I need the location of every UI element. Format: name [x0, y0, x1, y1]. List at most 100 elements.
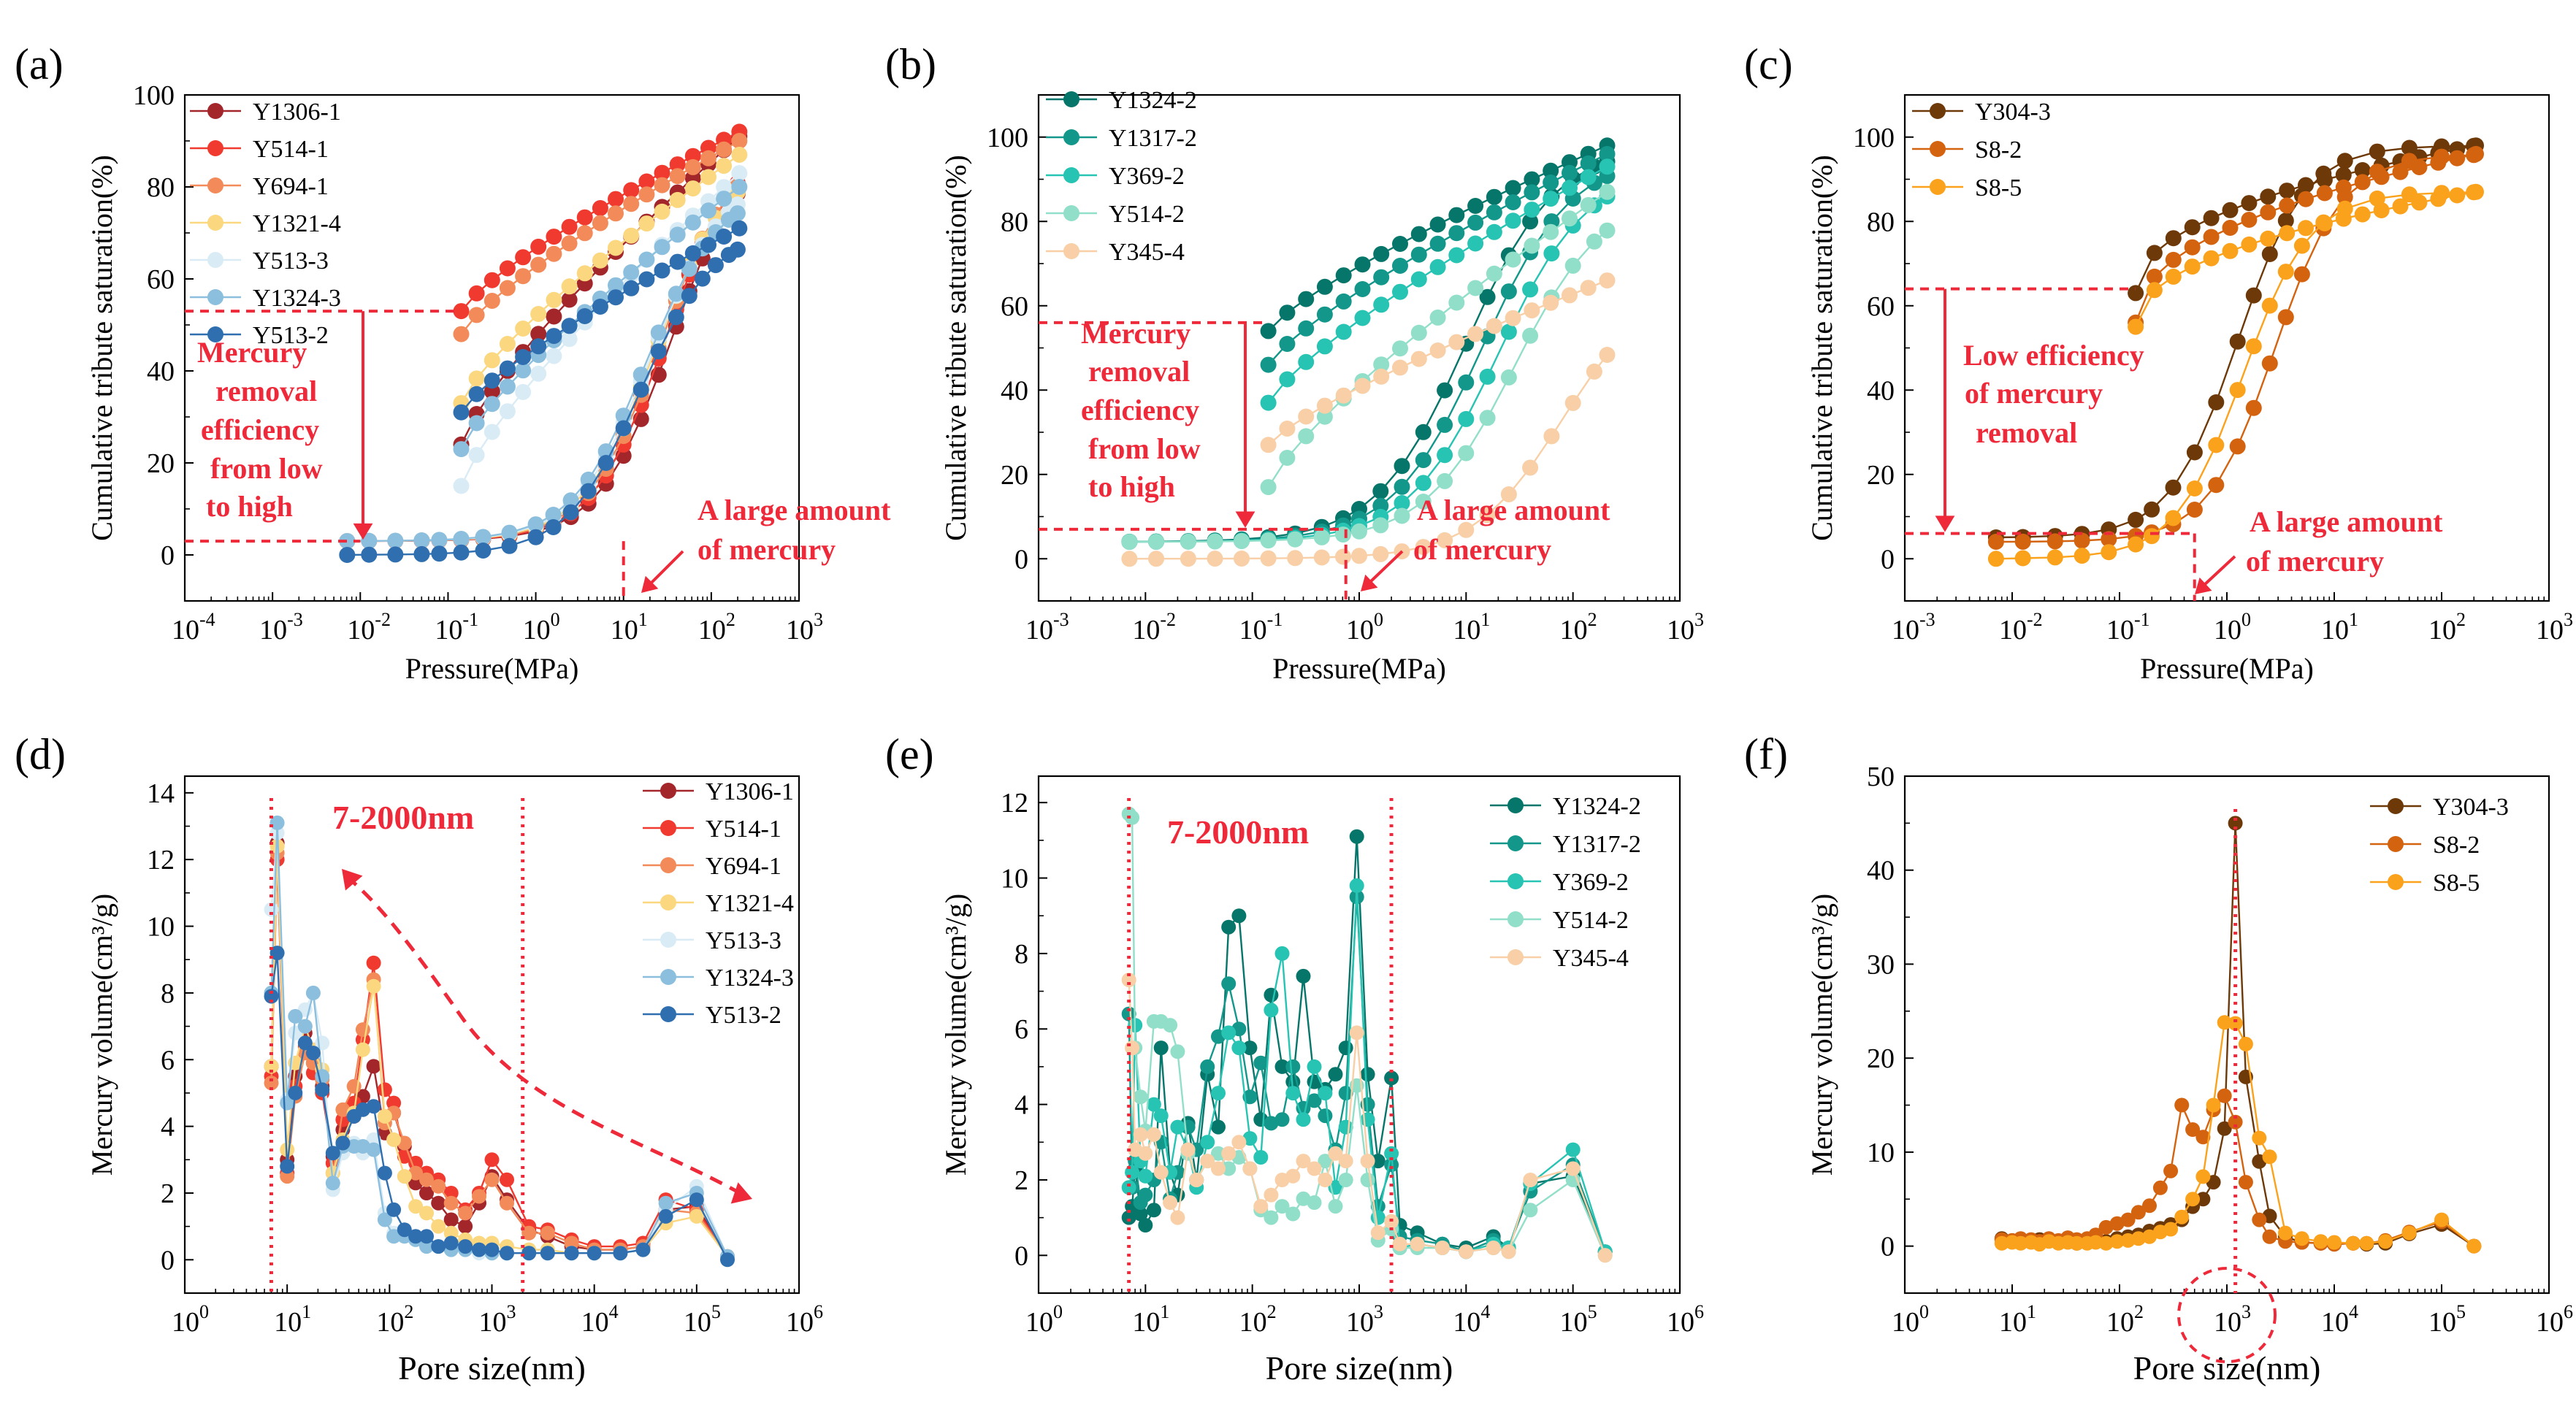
series-Y345-4-extrusion-point: [1373, 368, 1390, 385]
series-Y514-2-intrusion-point: [1148, 534, 1164, 550]
series-Y1306-1-point: [458, 1219, 473, 1234]
series-Y1306-1-line: [270, 843, 729, 1257]
series-Y1317-2-point: [1253, 1055, 1269, 1070]
series-Y513-2-point: [335, 1135, 351, 1151]
series-Y1317-2-point: [1221, 976, 1237, 992]
legend-label: Y369-2: [1109, 163, 1185, 190]
series-Y1324-3-intrusion-point: [339, 533, 356, 549]
series-Y1321-4-extrusion-point: [530, 306, 547, 322]
x-axis-label: Pressure(MPa): [1272, 652, 1446, 685]
series-S8-5-intrusion-point: [2014, 550, 2031, 567]
series-Y345-4-extrusion-point: [1260, 437, 1277, 453]
y-tick-label: 20: [147, 448, 175, 479]
series-Y345-4-intrusion-point: [1121, 551, 1138, 567]
series-Y1324-2-point: [1121, 1210, 1136, 1225]
series-Y345-4-point: [1125, 1040, 1140, 1056]
series-Y514-2-intrusion-point: [1121, 534, 1138, 551]
legend-marker: [660, 820, 676, 836]
series-Y369-2-extrusion-point: [1373, 296, 1390, 313]
legend-marker: [1930, 141, 1946, 157]
series-S8-5-point: [2434, 1212, 2449, 1227]
series-Y369-2-extrusion-point: [1562, 180, 1578, 196]
legend-marker: [1063, 129, 1079, 145]
legend-label: Y1317-2: [1109, 125, 1197, 152]
series-Y513-2-extrusion-point: [561, 318, 578, 334]
series-Y1324-3-point: [386, 1229, 402, 1244]
series-Y514-1-extrusion-point: [669, 156, 686, 173]
series-Y345-4-extrusion-point: [1599, 272, 1616, 289]
series-Y1324-2-extrusion-point: [1298, 291, 1315, 307]
annotation-text: A large amount: [697, 494, 891, 526]
series-S8-5-point: [2401, 1225, 2417, 1241]
series-Y514-1-extrusion-point: [654, 164, 670, 181]
series-Y345-4-intrusion-point: [1351, 548, 1367, 564]
y-tick-label: 6: [1014, 1014, 1028, 1045]
series-Y513-2-extrusion-point: [654, 262, 670, 279]
series-Y1317-2-point: [1242, 1089, 1258, 1105]
series-S8-5-intrusion-point: [2186, 480, 2203, 497]
x-tick-label: 103: [786, 609, 823, 645]
series-Y1321-4-extrusion-point: [561, 278, 578, 295]
series-Y513-2-extrusion-point: [608, 289, 624, 306]
legend-label: S8-5: [2433, 870, 2480, 897]
series-S8-2-extrusion-point: [2241, 212, 2258, 228]
series-Y1321-4-extrusion-point: [468, 370, 485, 387]
y-axis-label: Mercury volume(cm³/g): [85, 894, 118, 1176]
series-Y514-2-point: [1264, 1210, 1279, 1225]
series-Y514-1-extrusion-point: [484, 272, 500, 288]
annotation-text: removal: [215, 375, 317, 407]
y-tick-label: 10: [1867, 1138, 1895, 1168]
series-Y513-2-point: [280, 1159, 295, 1174]
series-S8-2-point: [2174, 1097, 2190, 1113]
x-tick-label: 10-3: [259, 609, 303, 645]
series-Y1324-2-extrusion-point: [1335, 267, 1352, 284]
series-Y514-2-intrusion-line: [1129, 229, 1608, 543]
y-tick-label: 4: [161, 1112, 175, 1143]
series-Y513-3-extrusion-point: [484, 423, 500, 440]
series-Y369-2-point: [1285, 1086, 1301, 1101]
series-Y304-3-extrusion-point: [2165, 230, 2182, 247]
series-Y1324-3-intrusion-point: [562, 492, 579, 509]
series-Y514-2-extrusion-point: [1316, 408, 1333, 425]
series-Y1317-2-extrusion-point: [1260, 356, 1277, 373]
x-axis-label: Pore size(nm): [2133, 1349, 2321, 1387]
series-Y694-1-extrusion-point: [669, 168, 686, 185]
y-tick-label: 20: [1001, 460, 1028, 491]
series-Y514-2-intrusion-point: [1500, 369, 1517, 386]
series-Y1317-2-extrusion-point: [1429, 235, 1446, 252]
series-Y514-1-point: [366, 955, 381, 970]
series-Y694-1-extrusion-point: [561, 235, 578, 252]
x-tick-label: 10-4: [172, 609, 215, 645]
arrow-line: [1368, 550, 1404, 584]
y-tick-label: 10: [147, 912, 175, 943]
series-Y514-1-extrusion-point: [499, 260, 516, 277]
series-S8-2-intrusion-point: [2014, 533, 2031, 550]
series-S8-5-intrusion-point: [2245, 338, 2262, 355]
series-Y513-2-point: [386, 1202, 402, 1217]
legend-marker: [207, 326, 223, 342]
series-Y513-2-extrusion-point: [700, 237, 716, 253]
series-Y514-2-extrusion-point: [1260, 479, 1277, 496]
series-Y345-4-point: [1163, 1195, 1178, 1210]
series-Y1321-4-point: [386, 1132, 402, 1147]
series-Y1317-2-point: [1264, 1116, 1279, 1131]
series-S8-5-extrusion-line: [2135, 191, 2477, 328]
series-Y1324-3-extrusion-point: [716, 191, 733, 207]
series-Y513-3-point: [366, 1132, 381, 1147]
series-S8-5-point: [2109, 1234, 2125, 1249]
series-S8-2-extrusion-point: [2316, 185, 2333, 202]
series-Y345-4-extrusion-point: [1279, 421, 1296, 437]
series-S8-5-point: [2206, 1097, 2221, 1113]
y-tick-label: 50: [1867, 762, 1895, 792]
series-S8-2-point: [2098, 1219, 2114, 1235]
series-Y345-4-extrusion-point: [1354, 377, 1371, 394]
series-Y694-1-extrusion-point: [468, 307, 485, 323]
legend-label: Y514-1: [253, 136, 329, 163]
series-Y694-1-point: [408, 1165, 424, 1181]
series-Y369-2-point: [1296, 1112, 1311, 1127]
series-Y694-1-extrusion-point: [453, 326, 470, 342]
series-S8-2-intrusion-point: [2261, 355, 2278, 372]
series-Y514-2-extrusion-point: [1373, 356, 1390, 373]
series-Y1321-4-extrusion-point: [546, 291, 562, 308]
series-Y1324-2-point: [1242, 1040, 1258, 1056]
